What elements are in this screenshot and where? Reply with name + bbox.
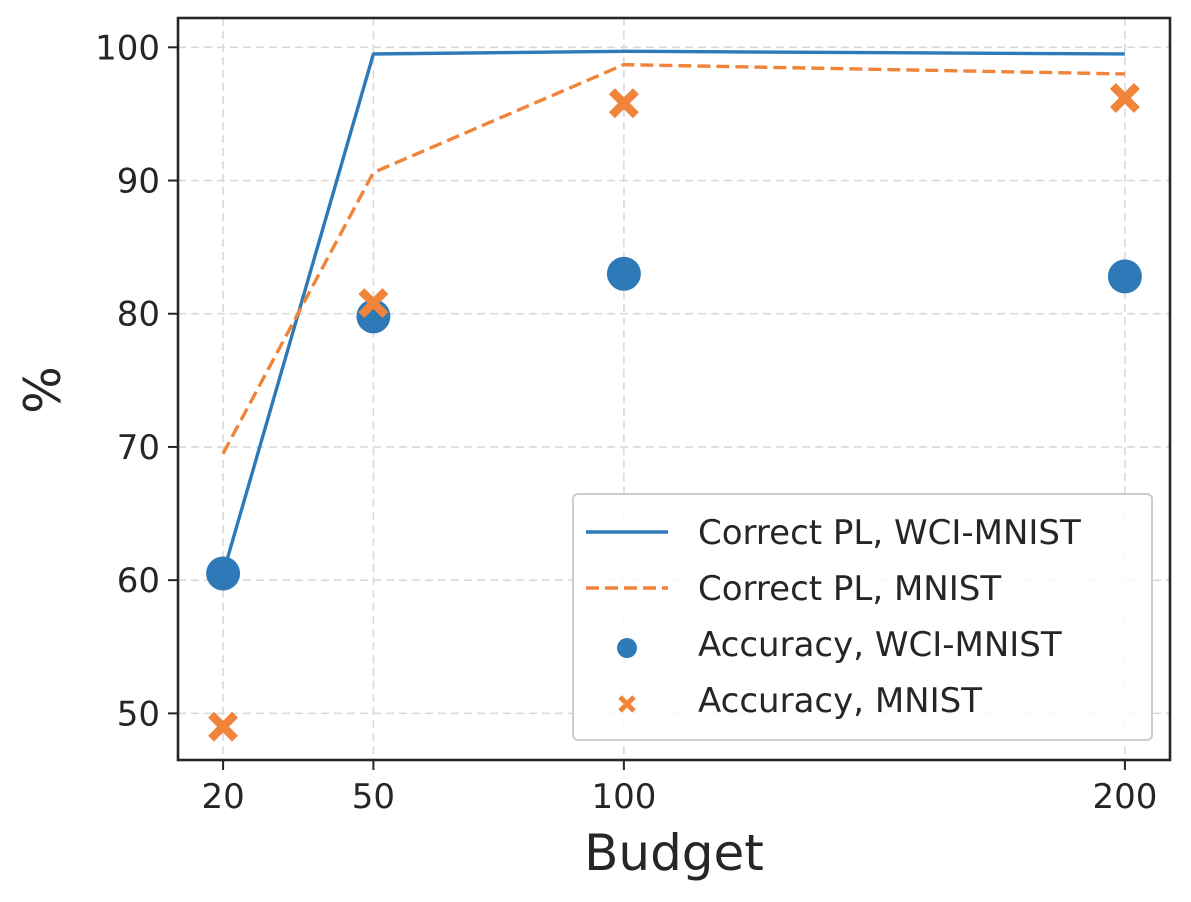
legend-marker-swatch — [617, 638, 637, 658]
data-point — [1109, 82, 1140, 113]
x-tick-label: 200 — [1092, 777, 1157, 817]
plot-frame — [176, 16, 1172, 762]
plot-series — [206, 49, 1142, 742]
series-3 — [208, 82, 1140, 742]
legend-label: Correct PL, MNIST — [698, 569, 1001, 609]
series-1 — [221, 62, 1125, 455]
y-axis-title: % — [14, 366, 72, 414]
data-point — [206, 556, 241, 591]
y-tick-label: 80 — [117, 295, 160, 335]
series-2 — [206, 256, 1142, 591]
data-point — [608, 88, 639, 119]
axis-ticks: 20 50 100 200 50 60 70 80 90 100 — [95, 28, 1157, 817]
y-tick-label: 60 — [117, 561, 160, 601]
legend-box — [572, 493, 1153, 741]
legend-label: Correct PL, WCI-MNIST — [698, 513, 1081, 553]
series-line — [221, 62, 1125, 455]
legend-item: Correct PL, MNIST — [586, 569, 1001, 609]
legend-item: Correct PL, WCI-MNIST — [586, 513, 1081, 553]
x-tick-label: 100 — [591, 777, 656, 817]
legend-marker-swatch — [618, 695, 636, 713]
y-tick-label: 100 — [95, 28, 160, 68]
legend-label: Accuracy, MNIST — [698, 681, 982, 721]
data-point — [208, 711, 239, 742]
data-point — [606, 256, 641, 291]
data-point — [358, 288, 389, 319]
legend-item: Accuracy, WCI-MNIST — [617, 625, 1062, 665]
y-tick-label: 50 — [117, 694, 160, 734]
x-axis-title: Budget — [584, 824, 764, 882]
x-tick-label: 50 — [352, 777, 395, 817]
y-tick-label: 90 — [117, 162, 160, 202]
x-tick-label: 20 — [201, 777, 244, 817]
legend-item: Accuracy, MNIST — [618, 681, 982, 721]
data-point — [1107, 259, 1142, 294]
y-tick-label: 70 — [117, 428, 160, 468]
legend: Correct PL, WCI-MNIST Correct PL, MNIST Ac… — [572, 493, 1153, 741]
legend-label: Accuracy, WCI-MNIST — [698, 625, 1062, 665]
